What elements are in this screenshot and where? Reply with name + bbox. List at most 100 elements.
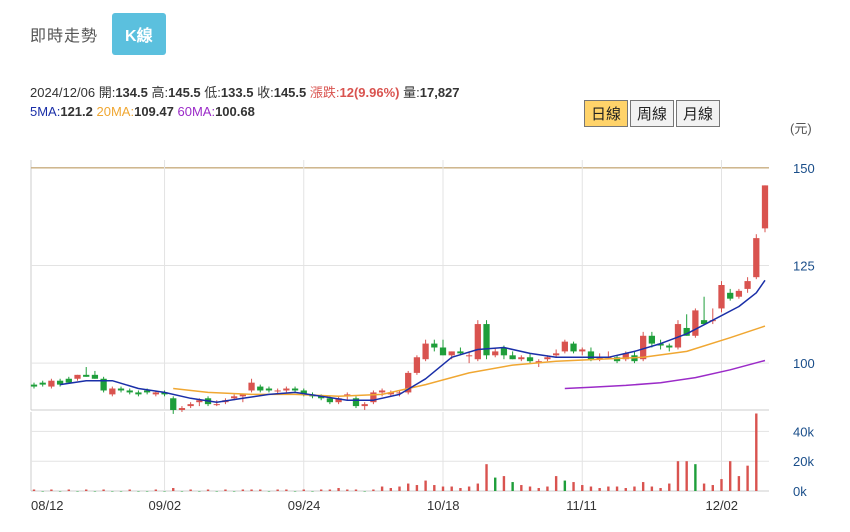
volume-bar	[206, 489, 210, 491]
volume-tick-label: 40k	[793, 424, 814, 439]
volume-bar	[711, 485, 714, 491]
high-value: 145.5	[168, 85, 201, 100]
candle-body	[483, 324, 490, 356]
volume-bar	[624, 488, 627, 491]
candle-body	[700, 320, 708, 325]
volume-bar	[537, 488, 540, 491]
volume-bar	[119, 491, 123, 492]
candle-body	[666, 345, 673, 348]
volume-bar	[380, 486, 384, 491]
ma5-value: 121.2	[60, 104, 93, 119]
candle-body	[56, 380, 64, 385]
candle-body	[283, 388, 290, 391]
volume-bar	[337, 488, 340, 491]
volume-bar	[198, 491, 201, 492]
candle-body	[570, 343, 577, 352]
volume-bar	[520, 485, 523, 491]
volume-bar	[50, 489, 53, 491]
volume-bar	[441, 486, 445, 491]
low-label: 低:	[204, 85, 221, 100]
candle-body	[727, 292, 734, 299]
volume-bar	[311, 491, 314, 492]
volume-bar	[650, 486, 654, 491]
volume-bar	[467, 486, 471, 491]
volume-bar	[407, 483, 410, 491]
candle-body	[674, 324, 682, 348]
period-month-button[interactable]: 月線	[676, 100, 721, 127]
volume-bar	[720, 479, 723, 491]
candle-body	[544, 357, 551, 360]
candle-body	[352, 398, 360, 407]
date-tick-label: 11/11	[566, 498, 597, 513]
volume-bar	[276, 489, 279, 491]
candle-body	[300, 390, 307, 395]
candle-body	[318, 396, 325, 399]
candle-body	[518, 357, 525, 360]
date-tick-label: 09/02	[149, 498, 182, 513]
candle-body	[126, 390, 133, 393]
volume-bar	[728, 461, 732, 491]
volume-bar	[267, 491, 271, 492]
high-label: 高:	[151, 85, 169, 100]
volume-bar	[502, 476, 506, 491]
candle-body	[135, 392, 142, 395]
volume-bar	[737, 476, 741, 491]
tab-kline[interactable]: K線	[112, 13, 166, 55]
volume-bar	[615, 486, 619, 491]
candle-body	[553, 353, 560, 356]
period-day-button[interactable]: 日線	[584, 100, 629, 127]
candle-body	[474, 324, 481, 360]
volume-bar	[485, 464, 488, 491]
volume-bar	[224, 489, 227, 491]
candle-body	[761, 185, 769, 229]
volume-bar	[58, 491, 62, 492]
candle-body	[109, 388, 116, 395]
volume-bar	[572, 482, 575, 491]
candle-body	[613, 357, 621, 362]
candle-body	[439, 347, 447, 356]
volume-bar	[293, 491, 297, 492]
price-unit: (元)	[790, 121, 812, 136]
volume-bar	[389, 488, 392, 491]
volume-bar	[319, 489, 323, 491]
volume-bar	[41, 491, 44, 492]
candle-body	[213, 404, 220, 406]
date-tick-label: 12/02	[705, 498, 738, 513]
volume-bar	[746, 465, 749, 491]
candle-body	[405, 372, 412, 393]
tab-intraday[interactable]: 即時走勢	[30, 28, 99, 45]
ma5-line	[59, 279, 766, 403]
candle-body	[378, 390, 386, 393]
candle-body	[74, 374, 81, 379]
candle-body	[326, 398, 334, 403]
candle-body	[361, 404, 368, 407]
candle-body	[465, 355, 473, 357]
ma20-value: 109.47	[134, 104, 174, 119]
volume-bar	[694, 464, 697, 491]
volume-bar	[554, 476, 558, 491]
volume-bar	[546, 486, 549, 491]
volume-bar	[607, 486, 610, 491]
volume-bar	[137, 491, 140, 492]
change-label: 漲跌:	[309, 85, 340, 100]
volume-bar	[685, 461, 688, 491]
volume-bar	[676, 461, 680, 491]
candle-body	[265, 388, 273, 391]
chart-mode-tabs: 即時走勢 K線	[30, 13, 166, 55]
candle-body	[457, 351, 464, 354]
ma5-label: 5MA:	[30, 104, 61, 119]
candle-body	[596, 357, 603, 360]
period-week-button[interactable]: 周線	[630, 100, 675, 127]
price-tick-label: 100	[793, 356, 815, 371]
low-value: 133.5	[220, 85, 254, 100]
ohlc-info: 2024/12/06 開:134.5 高:145.5 低:133.5 收:145…	[30, 82, 460, 101]
volume-bar	[633, 486, 636, 491]
volume-bar	[111, 491, 114, 492]
volume-bar	[85, 489, 88, 491]
candle-body	[492, 351, 499, 356]
ma-info: 5MA:121.2 20MA:109.47 60MA:100.68	[30, 104, 255, 119]
volume-bar	[189, 489, 192, 491]
volume-bar	[259, 489, 262, 491]
volume-bar	[424, 480, 427, 491]
volume-bar	[755, 413, 758, 491]
